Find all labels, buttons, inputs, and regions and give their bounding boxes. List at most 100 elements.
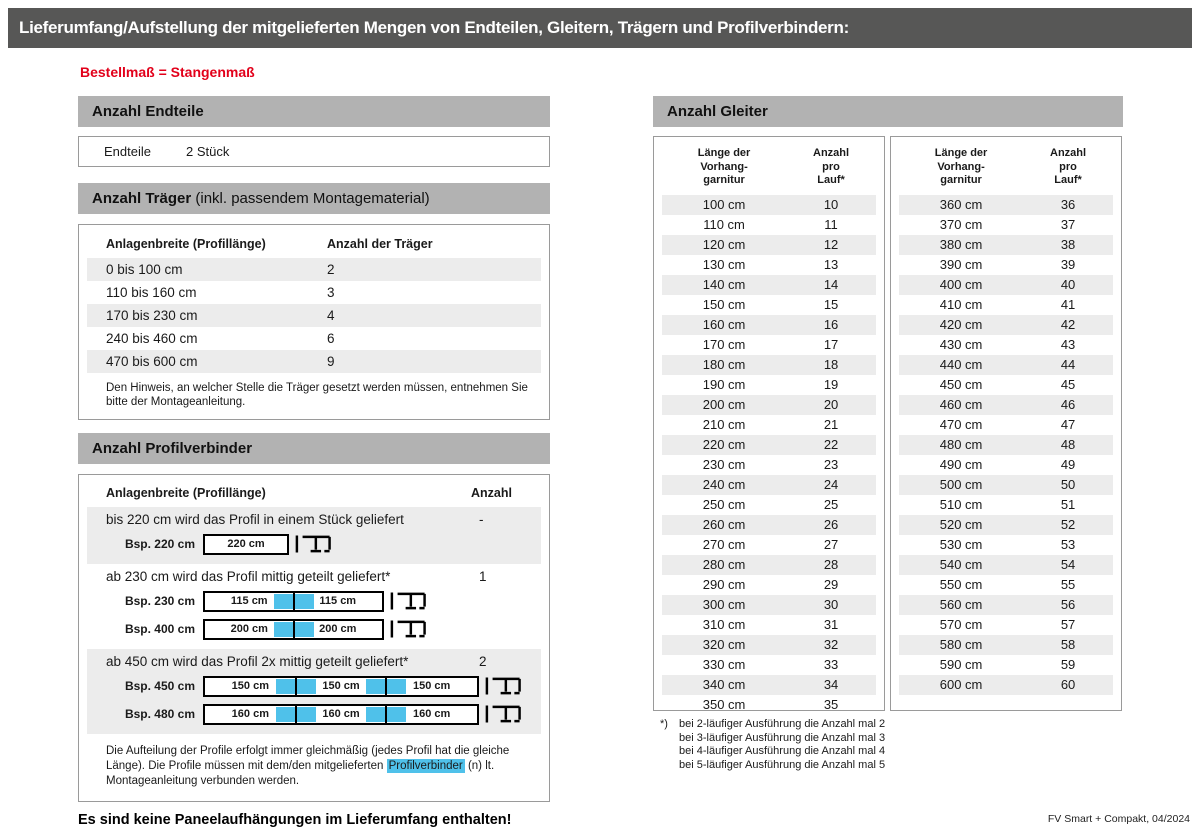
gleiter-box-2: Länge der Vorhang- garnitur Anzahl pro L… (890, 136, 1122, 711)
gleiter-length: 280 cm (702, 557, 746, 572)
gleiter-row: 390 cm 39 (899, 255, 1113, 275)
gleiter-count-header: Anzahl pro Lauf* (813, 147, 850, 186)
gleiter-length: 130 cm (702, 257, 746, 272)
gleiter-row: 240 cm 24 (662, 474, 876, 495)
gleiter-length: 430 cm (939, 337, 983, 352)
gleiter-length: 200 cm (702, 397, 746, 412)
section-header-profilverbinder: Anzahl Profilverbinder (78, 433, 550, 464)
gleiter-row: 340 cm 34 (662, 674, 876, 695)
gleiter-row: 530 cm 53 (899, 535, 1113, 555)
profilverbinder-rule-text: ab 230 cm wird das Profil mittig geteilt… (106, 569, 391, 584)
gleiter-row: 450 cm 45 (899, 375, 1113, 395)
gleiter-row: 370 cm 37 (899, 215, 1113, 235)
gleiter-row: 590 cm 59 (899, 655, 1113, 675)
gleiter-length: 510 cm (939, 497, 983, 512)
profile-divider (292, 592, 295, 610)
gleiter-count: 32 (823, 637, 839, 652)
gleiter-count: 35 (823, 697, 839, 712)
gleiter-length: 590 cm (939, 657, 983, 672)
gleiter-row: 260 cm 26 (662, 514, 876, 535)
gleiter-count: 48 (1060, 437, 1076, 452)
profile-endcap-icon (485, 702, 521, 726)
gleiter-row: 110 cm 11 (662, 215, 876, 235)
gleiter-length: 520 cm (939, 517, 983, 532)
gleiter-count: 19 (823, 377, 839, 392)
traeger-count: 3 (327, 285, 335, 300)
profilverbinder-note: Die Aufteilung der Profile erfolgt immer… (87, 744, 541, 801)
gleiter-length: 120 cm (702, 237, 746, 252)
gleiter-count: 55 (1060, 577, 1076, 592)
example-length-label: Bsp. 450 cm (124, 679, 195, 693)
profilverbinder-col1-header: Anlagenbreite (Profillänge) (106, 486, 266, 500)
traeger-row: 470 bis 600 cm 9 (87, 350, 541, 373)
profile-example-row: Bsp. 230 cm 115 cm 115 cm (87, 590, 541, 612)
gleiter-length: 460 cm (939, 397, 983, 412)
profilverbinder-blocks: bis 220 cm wird das Profil in einem Stüc… (79, 507, 549, 734)
gleiter-row: 560 cm 56 (899, 594, 1113, 615)
gleiter-length: 420 cm (939, 317, 983, 332)
gleiter-count: 49 (1060, 457, 1076, 472)
gleiter-count: 58 (1060, 637, 1076, 652)
gleiter-length: 110 cm (703, 217, 745, 232)
gleiter-length-header: Länge der Vorhang- garnitur (934, 147, 988, 186)
gleiter-length: 140 cm (702, 277, 746, 292)
gleiter-count: 50 (1060, 477, 1076, 492)
gleiter-count: 22 (823, 437, 839, 452)
gleiter-length: 600 cm (939, 677, 983, 692)
gleiter-length: 340 cm (702, 677, 746, 692)
profilverbinder-box: Anlagenbreite (Profillänge) Anzahl bis 2… (78, 474, 550, 802)
traeger-col1-header: Anlagenbreite (Profillänge) (106, 237, 266, 251)
gleiter-row: 380 cm 38 (899, 234, 1113, 255)
gleiter-count-header: Anzahl pro Lauf* (1050, 147, 1087, 186)
traeger-column-headers: Anlagenbreite (Profillänge) Anzahl der T… (79, 233, 549, 258)
segment-length-label: 200 cm (230, 623, 268, 635)
note-text-before: Die Aufteilung der Profile erfolgt immer… (106, 745, 510, 772)
gleiter-count: 53 (1060, 537, 1076, 552)
gleiter-length: 450 cm (939, 377, 983, 392)
gleiter-length: 250 cm (702, 497, 746, 512)
example-length-label: Bsp. 220 cm (124, 537, 195, 551)
gleiter-count: 37 (1060, 217, 1076, 232)
profile-endcap-icon (295, 532, 331, 556)
gleiter-row: 480 cm 48 (899, 434, 1113, 455)
gleiter-row: 570 cm 57 (899, 615, 1113, 635)
footnote-line: bei 2-läufiger Ausführung die Anzahl mal… (679, 718, 886, 730)
profile-endcap-icon (390, 589, 426, 613)
gleiter-row: 500 cm 50 (899, 474, 1113, 495)
section-header-endteile: Anzahl Endteile (78, 96, 550, 127)
profile-divider (385, 705, 388, 723)
profile-divider (294, 677, 297, 695)
gleiter-length: 440 cm (939, 357, 983, 372)
gleiter-length: 480 cm (939, 437, 983, 452)
gleiter-length: 180 cm (702, 357, 746, 372)
profile-bar: 115 cm 115 cm (203, 590, 384, 612)
profile-divider (385, 677, 388, 695)
gleiter-length: 310 cm (702, 617, 746, 632)
gleiter-length: 290 cm (702, 577, 746, 592)
profile-divider (294, 705, 297, 723)
gleiter-count: 27 (823, 537, 839, 552)
gleiter-count: 14 (823, 277, 839, 292)
gleiter-count: 60 (1060, 677, 1076, 692)
gleiter-row: 420 cm 42 (899, 314, 1113, 335)
traeger-count: 6 (327, 331, 335, 346)
gleiter-length: 260 cm (702, 517, 746, 532)
gleiter-count: 44 (1060, 357, 1076, 372)
gleiter-row: 290 cm 29 (662, 575, 876, 595)
gleiter-length: 380 cm (939, 237, 983, 252)
endteile-value: 2 Stück (186, 144, 230, 159)
gleiter-table2-headers: Länge der Vorhang- garnitur Anzahl pro L… (891, 145, 1121, 195)
section-header-gleiter: Anzahl Gleiter (653, 96, 1123, 127)
gleiter-count: 23 (823, 457, 839, 472)
gleiter-table1-headers: Länge der Vorhang- garnitur Anzahl pro L… (654, 145, 884, 195)
segment-length-label: 160 cm (413, 708, 451, 720)
gleiter-row: 270 cm 27 (662, 535, 876, 555)
endcap-glyph (390, 592, 426, 610)
profilverbinder-rule-text: ab 450 cm wird das Profil 2x mittig gete… (106, 654, 409, 669)
gleiter-length: 190 cm (702, 377, 746, 392)
profile-segments: 150 cm 150 cm 150 cm (205, 678, 477, 695)
gleiter-row: 310 cm 31 (662, 615, 876, 635)
right-column: Anzahl Gleiter Länge der Vorhang- garnit… (653, 96, 1123, 772)
gleiter-length: 300 cm (702, 597, 746, 612)
segment-length-label: 115 cm (319, 595, 357, 607)
